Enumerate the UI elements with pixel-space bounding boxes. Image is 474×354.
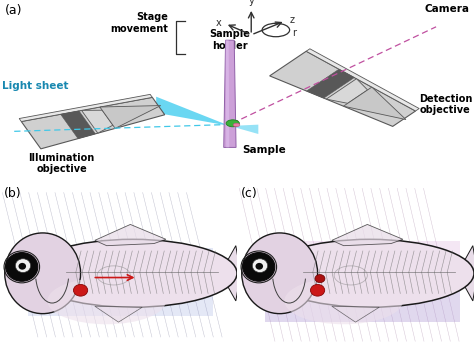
Ellipse shape [242,233,318,314]
Ellipse shape [233,123,240,127]
Polygon shape [100,105,161,129]
Ellipse shape [310,285,325,296]
Ellipse shape [243,253,275,281]
Bar [28,248,213,316]
Ellipse shape [255,263,263,270]
Ellipse shape [47,278,166,324]
Ellipse shape [5,233,81,314]
Text: (b): (b) [4,187,21,200]
Ellipse shape [252,259,268,273]
Ellipse shape [6,253,38,281]
Text: (a): (a) [5,4,22,17]
Polygon shape [95,224,166,246]
Text: Illumination
objective: Illumination objective [28,153,95,174]
Polygon shape [226,40,229,147]
Bar [265,241,460,322]
Ellipse shape [15,259,31,273]
Ellipse shape [315,275,325,282]
Text: Detection
objective: Detection objective [419,94,473,115]
Text: z: z [289,15,294,25]
Text: (c): (c) [240,187,257,200]
Text: Stage
movement: Stage movement [110,12,168,34]
Polygon shape [457,246,474,301]
Polygon shape [224,40,236,147]
Polygon shape [306,49,419,111]
Polygon shape [82,110,113,133]
Polygon shape [344,87,406,120]
Polygon shape [156,97,230,126]
Text: x: x [216,17,222,28]
Ellipse shape [18,263,26,270]
Polygon shape [270,51,416,126]
Polygon shape [332,224,403,246]
Polygon shape [61,111,95,139]
Polygon shape [95,306,142,322]
Bar [265,284,460,322]
Text: Sample: Sample [243,145,286,155]
Polygon shape [307,69,354,98]
Ellipse shape [284,278,403,324]
Polygon shape [326,79,367,103]
Ellipse shape [265,239,474,307]
Text: y: y [248,0,254,6]
Ellipse shape [226,120,239,127]
Polygon shape [220,246,241,301]
Ellipse shape [73,285,88,296]
Ellipse shape [28,239,237,307]
Text: Camera: Camera [424,4,469,14]
Polygon shape [230,125,258,134]
Polygon shape [21,97,165,149]
Polygon shape [332,306,379,322]
Text: Sample
holder: Sample holder [210,29,250,51]
Polygon shape [19,95,152,121]
Text: Light sheet: Light sheet [2,81,69,91]
Text: r: r [292,28,296,38]
